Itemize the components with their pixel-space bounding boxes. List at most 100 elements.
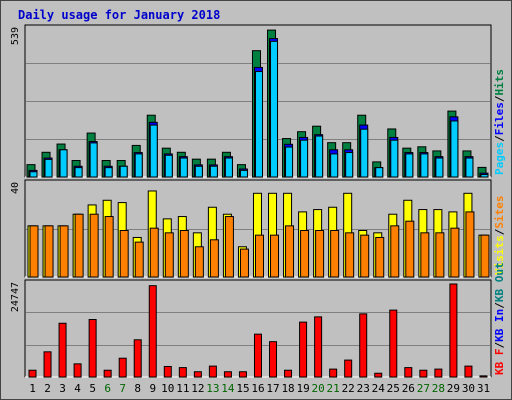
day-label: 23 [357, 382, 370, 395]
day-label: 11 [176, 382, 189, 395]
kb-f-bar [389, 309, 398, 378]
sites-bar [465, 211, 475, 278]
day-label: 9 [149, 382, 156, 395]
kb-f-bar [464, 365, 473, 378]
hits-legend: Pages/Files/Hits [493, 69, 506, 175]
sites-bar [270, 234, 280, 278]
day-label: 5 [89, 382, 96, 395]
day-label: 19 [296, 382, 309, 395]
pages-bar [179, 157, 188, 178]
sites-bar [74, 213, 84, 278]
pages-bar [44, 158, 53, 178]
kb-f-bar [133, 339, 142, 378]
sites-bar [89, 213, 99, 278]
kb-f-bar [344, 359, 353, 378]
pages-bar [224, 157, 233, 178]
kb-f-bar [193, 371, 202, 378]
kb-f-bar [374, 372, 383, 378]
visits-legend: Visits/Sites [493, 196, 506, 276]
pages-bar [360, 128, 369, 178]
day-label: 12 [191, 382, 204, 395]
hits-legend-item: Pages [493, 142, 506, 175]
visits-legend-item: Sites [493, 196, 506, 229]
day-label: 21 [327, 382, 340, 395]
kb-f-bar [88, 319, 97, 378]
pages-bar [435, 157, 444, 178]
pages-bar [450, 120, 459, 178]
sites-bar [29, 225, 39, 278]
kb-f-bar [359, 313, 368, 378]
sites-bar [480, 234, 490, 278]
sites-bar [209, 239, 219, 278]
kb-f-bar [479, 375, 488, 378]
day-label: 20 [312, 382, 325, 395]
chart-title: Daily usage for January 2018 [18, 8, 220, 22]
day-label: 10 [161, 382, 174, 395]
pages-bar [209, 165, 218, 178]
sites-bar [149, 227, 159, 278]
pages-bar [270, 40, 279, 178]
sites-bar [330, 230, 340, 278]
pages-bar [315, 135, 324, 178]
sites-bar [315, 230, 325, 278]
day-label: 1 [29, 382, 36, 395]
kb-f-bar [284, 369, 293, 378]
pages-bar [300, 139, 309, 178]
kb-f-bar [253, 333, 262, 378]
hits-legend-separator: / [493, 95, 506, 102]
kb-f-bar [103, 369, 112, 378]
kbytes-legend-item: KB F [493, 349, 506, 376]
day-label: 22 [342, 382, 355, 395]
kbytes-legend-item: KB Out [493, 262, 506, 302]
kb-f-bar [73, 363, 82, 378]
sites-bar [239, 248, 249, 278]
kb-f-bar [163, 365, 172, 378]
kb-f-bar [28, 369, 37, 378]
pages-bar [330, 153, 339, 178]
pages-bar [375, 167, 384, 178]
sites-bar [375, 236, 385, 278]
sites-bar [285, 225, 295, 278]
pages-bar [164, 154, 173, 178]
pages-bar [149, 124, 158, 178]
sites-bar [44, 225, 54, 278]
sites-bar [450, 227, 460, 278]
day-label: 2 [44, 382, 51, 395]
day-label: 30 [462, 382, 475, 395]
hits-legend-separator: / [493, 135, 506, 142]
sites-bar [420, 232, 430, 278]
sites-bar [360, 234, 370, 278]
kb-f-bar [269, 341, 278, 378]
sites-bar [435, 232, 445, 278]
kb-f-bar [148, 285, 157, 378]
sites-bar [134, 241, 144, 278]
day-label: 18 [281, 382, 294, 395]
day-label: 24 [372, 382, 386, 395]
pages-bar [420, 153, 429, 178]
hits-legend-item: Hits [493, 69, 506, 96]
day-label: 26 [402, 382, 415, 395]
day-label: 15 [236, 382, 249, 395]
sites-bar [104, 216, 114, 278]
sites-bar [59, 225, 69, 278]
sites-bar [179, 230, 189, 278]
day-label: 14 [221, 382, 235, 395]
kb-f-bar [208, 365, 217, 378]
sites-bar [194, 246, 204, 278]
hits-legend-item: Files [493, 102, 506, 135]
visits-legend-item: Visits [493, 235, 506, 275]
sites-bar [254, 234, 264, 278]
kb-f-bar [58, 322, 67, 378]
day-label: 6 [104, 382, 111, 395]
day-label: 29 [447, 382, 460, 395]
day-label: 13 [206, 382, 219, 395]
pages-bar [59, 149, 68, 178]
day-label: 4 [74, 382, 81, 395]
day-label: 3 [59, 382, 66, 395]
kbytes-legend-separator: / [493, 302, 506, 309]
kb-f-bar [178, 367, 187, 378]
pages-bar [254, 71, 263, 178]
kbytes-legend: KB F/KB In/KB Out [493, 262, 506, 375]
pages-bar [119, 165, 128, 178]
